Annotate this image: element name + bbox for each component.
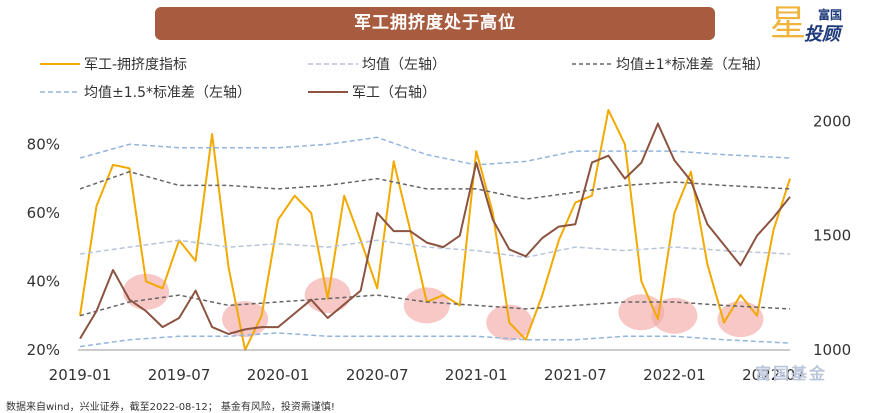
y-left-tick-label-1: 40% xyxy=(27,272,60,290)
legend-item-crowd: 军工-拥挤度指标 xyxy=(40,54,187,74)
x-tick-label-0: 2019-01 xyxy=(49,366,112,384)
y-left-tick-label-0: 20% xyxy=(27,341,60,359)
legend-label-sd15: 均值±1.5*标准差（左轴） xyxy=(84,85,251,101)
legend-swatch-dash-blue xyxy=(40,91,80,93)
legend-label-crowd: 军工-拥挤度指标 xyxy=(84,57,188,73)
highlight-ellipse-6 xyxy=(651,297,698,334)
legend-item-sd15: 均值±1.5*标准差（左轴） xyxy=(40,82,251,102)
x-tick-label-5: 2021-07 xyxy=(544,366,607,384)
legend-label-sd1: 均值±1*标准差（左轴） xyxy=(616,57,770,73)
x-tick-label-6: 2022-01 xyxy=(643,366,706,384)
series-line-0 xyxy=(79,109,791,351)
series-line-4 xyxy=(79,136,791,166)
star-logo-icon: 星 xyxy=(770,3,807,44)
series-line-5 xyxy=(79,332,791,348)
chart-title-banner: 军工拥挤度处于高位 xyxy=(155,7,715,40)
legend-swatch-dash-light xyxy=(308,63,358,65)
series-line-3 xyxy=(79,294,791,317)
legend-label-mean: 均值（左轴） xyxy=(362,57,446,73)
x-tick-label-7: 2022-07 xyxy=(742,366,805,384)
highlight-ellipse-3 xyxy=(403,287,450,324)
logo-line-2: 投顾 xyxy=(804,24,840,45)
y-left-tick-label-3: 80% xyxy=(27,135,60,153)
legend-item-sd1: 均值±1*标准差（左轴） xyxy=(572,54,770,74)
watermark-text: 富国基金 xyxy=(755,364,828,383)
legend-label-army: 军工（右轴） xyxy=(352,85,436,101)
brand-logo: 星 富国 投顾 xyxy=(770,4,860,46)
highlight-ellipse-1 xyxy=(222,301,269,338)
source-footnote: 数据来自wind，兴业证券，截至2022-08-12； 基金有风险，投资需谨慎! xyxy=(6,402,335,413)
y-right-tick-label-1: 1500 xyxy=(813,227,851,245)
x-tick-label-1: 2019-07 xyxy=(148,366,211,384)
x-tick-label-4: 2021-01 xyxy=(445,366,508,384)
series-line-6 xyxy=(79,122,791,340)
legend-swatch-solid-brown xyxy=(308,91,348,93)
legend-item-mean: 均值（左轴） xyxy=(308,54,446,74)
x-tick-label-2: 2020-01 xyxy=(247,366,310,384)
chart-legend: 军工-拥挤度指标 均值（左轴） 均值±1*标准差（左轴） 均值±1.5*标准差（… xyxy=(40,54,840,104)
y-right-tick-label-2: 2000 xyxy=(813,112,851,130)
series-line-1 xyxy=(79,239,791,259)
x-tick-label-3: 2020-07 xyxy=(346,366,409,384)
legend-swatch-solid-orange xyxy=(40,63,80,65)
logo-line-1: 富国 xyxy=(818,8,843,22)
legend-item-army: 军工（右轴） xyxy=(308,82,436,102)
series-line-2 xyxy=(79,170,791,200)
y-left-tick-label-2: 60% xyxy=(27,204,60,222)
y-right-tick-label-0: 1000 xyxy=(813,341,851,359)
